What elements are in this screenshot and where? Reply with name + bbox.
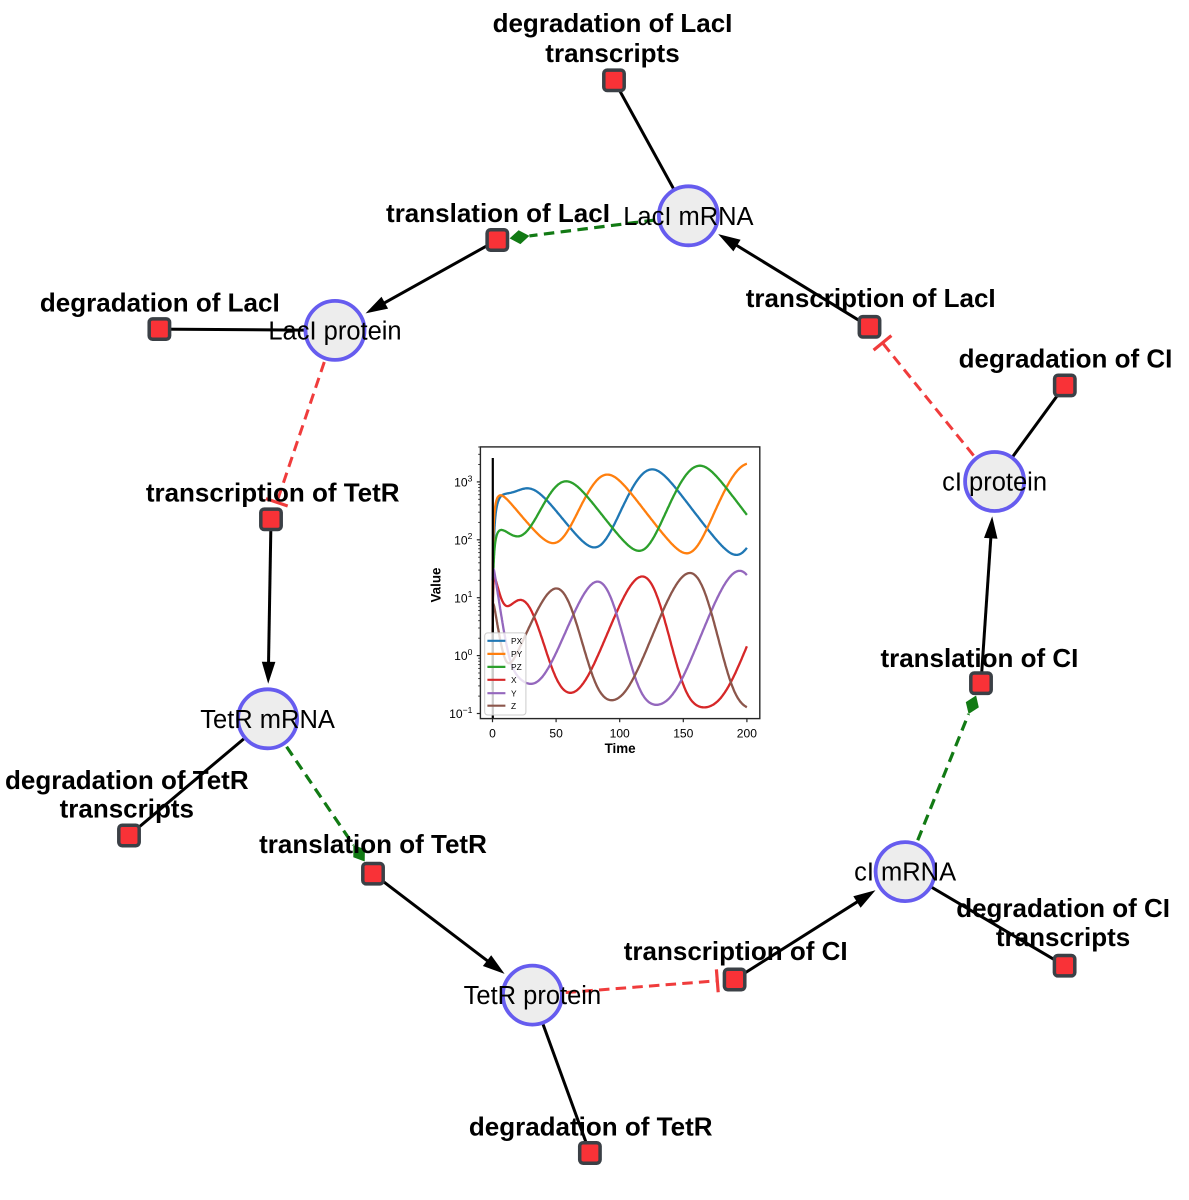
svg-text:X: X — [511, 675, 517, 685]
svg-text:degradation of CI: degradation of CI — [956, 893, 1170, 923]
svg-text:degradation of TetR: degradation of TetR — [5, 765, 249, 795]
svg-text:transcription of LacI: transcription of LacI — [746, 283, 996, 313]
svg-text:transcription of CI: transcription of CI — [624, 936, 848, 966]
svg-text:transcription of TetR: transcription of TetR — [146, 478, 400, 508]
svg-text:LacI protein: LacI protein — [268, 317, 401, 345]
svg-text:cI mRNA: cI mRNA — [854, 859, 956, 887]
svg-text:200: 200 — [737, 726, 757, 740]
svg-text:degradation of LacI: degradation of LacI — [40, 287, 280, 317]
svg-text:translation of LacI: translation of LacI — [386, 198, 610, 228]
svg-text:TetR mRNA: TetR mRNA — [200, 706, 335, 734]
svg-text:PZ: PZ — [511, 662, 522, 672]
svg-text:Y: Y — [511, 688, 517, 698]
svg-text:Time: Time — [605, 741, 636, 756]
svg-text:50: 50 — [549, 726, 563, 740]
svg-text:PY: PY — [511, 649, 523, 659]
svg-text:TetR protein: TetR protein — [464, 982, 602, 1010]
svg-text:degradation of CI: degradation of CI — [959, 344, 1173, 374]
svg-text:translation of TetR: translation of TetR — [259, 829, 487, 859]
svg-text:PX: PX — [511, 636, 523, 646]
svg-text:transcripts: transcripts — [60, 793, 194, 823]
svg-text:transcripts: transcripts — [545, 38, 679, 68]
svg-text:100: 100 — [610, 726, 630, 740]
svg-text:transcripts: transcripts — [996, 922, 1130, 952]
svg-text:LacI mRNA: LacI mRNA — [623, 203, 753, 231]
svg-text:0: 0 — [489, 726, 496, 740]
svg-text:Value: Value — [428, 568, 443, 603]
svg-text:degradation of TetR: degradation of TetR — [469, 1112, 713, 1142]
svg-text:150: 150 — [673, 726, 693, 740]
svg-text:degradation of LacI: degradation of LacI — [493, 8, 733, 38]
svg-text:cI protein: cI protein — [942, 469, 1047, 497]
svg-text:Z: Z — [511, 701, 516, 711]
svg-text:translation of CI: translation of CI — [880, 643, 1078, 673]
